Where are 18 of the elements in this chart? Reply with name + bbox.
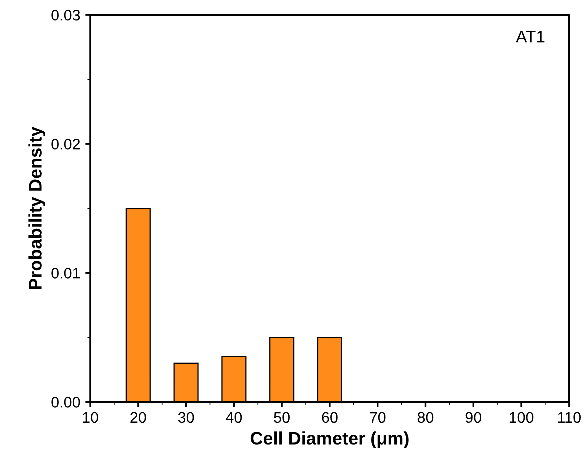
y-axis-title: Probability Density xyxy=(28,126,46,290)
x-tick-label: 60 xyxy=(322,412,338,424)
x-tick-label: 110 xyxy=(558,412,581,424)
y-tick-label: 0.02 xyxy=(52,138,80,150)
x-axis-title: Cell Diameter (μm) xyxy=(250,432,409,448)
annotation: AT1 xyxy=(516,31,545,43)
x-tick-label: 100 xyxy=(510,412,534,424)
x-tick-label: 70 xyxy=(370,412,386,424)
x-tick-label: 10 xyxy=(83,412,98,424)
x-tick-label: 80 xyxy=(418,412,434,424)
y-tick-label: 0.01 xyxy=(52,268,80,279)
x-tick-label: 20 xyxy=(130,412,146,424)
x-tick-label: 30 xyxy=(178,412,194,424)
y-tick-label: 0.03 xyxy=(52,10,80,21)
x-tick-label: 90 xyxy=(466,412,482,424)
x-tick-label: 40 xyxy=(226,412,242,424)
x-tick-label: 50 xyxy=(274,412,290,424)
y-tick-label: 0.00 xyxy=(52,397,80,408)
